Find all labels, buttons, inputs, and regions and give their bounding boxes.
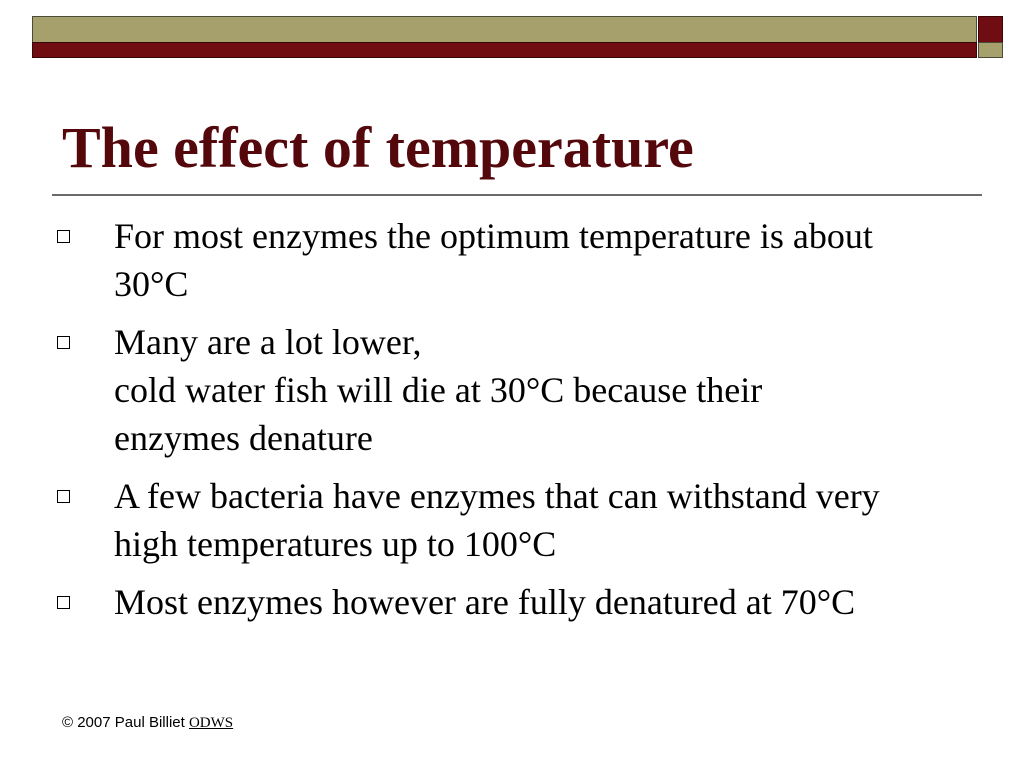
bullet-item: Many are a lot lower, cold water fish wi… [52, 318, 982, 462]
bullet-item: Most enzymes however are fully denatured… [52, 578, 982, 626]
header-square-olive [978, 42, 1003, 58]
odws-link[interactable]: ODWS [188, 715, 234, 731]
bullet-list: For most enzymes the optimum temperature… [52, 212, 982, 636]
header-bar-olive [32, 16, 977, 43]
slide-title: The effect of temperature [62, 115, 694, 180]
bullet-text: Most enzymes however are fully denatured… [114, 582, 856, 622]
header-bar-maroon [32, 42, 977, 58]
bullet-text: For most enzymes the optimum temperature… [114, 216, 873, 304]
bullet-text: Many are a lot lower, cold water fish wi… [114, 322, 763, 458]
square-bullet-icon [57, 490, 70, 503]
title-divider [52, 194, 982, 196]
bullet-item: A few bacteria have enzymes that can wit… [52, 472, 982, 568]
square-bullet-icon [57, 596, 70, 609]
bullet-text: A few bacteria have enzymes that can wit… [114, 476, 880, 564]
slide-footer: © 2007 Paul Billiet ODWS [62, 714, 233, 732]
square-bullet-icon [57, 230, 70, 243]
square-bullet-icon [57, 336, 70, 349]
bullet-item: For most enzymes the optimum temperature… [52, 212, 982, 308]
copyright-text: © 2007 Paul Billiet [62, 714, 189, 731]
header-square-maroon [978, 16, 1003, 43]
